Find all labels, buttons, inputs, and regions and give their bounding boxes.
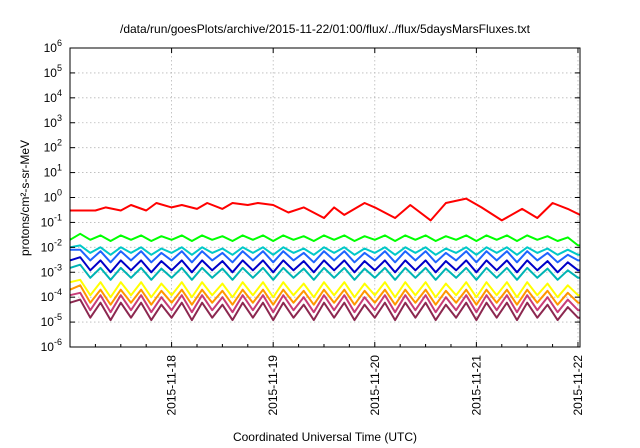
series-line-1 [70,197,581,222]
series-line-6 [69,263,580,281]
y-tick-label: 106 [44,38,62,55]
x-tick-label: 2015-11-19 [266,355,280,416]
chart-title: /data/run/goesPlots/archive/2015-11-22/0… [120,22,531,36]
series-line-5 [69,256,580,274]
series-group [69,197,581,322]
x-tick-label: 2015-11-20 [368,355,382,416]
x-axis-ticks: 2015-11-18 2015-11-19 2015-11-20 2015-11-21… [94,48,585,416]
x-tick-label: 2015-11-18 [165,355,179,416]
y-tick-label: 10-4 [41,287,62,304]
series-line-2 [69,232,580,247]
series-line-7 [69,278,580,299]
y-tick-label: 104 [44,88,62,105]
y-tick-label: 10-6 [41,337,62,354]
y-tick-label: 10-2 [41,237,62,254]
y-tick-label: 10-3 [41,262,62,279]
series-line-3 [69,244,580,256]
y-tick-label: 10-5 [41,312,62,329]
x-tick-label: 2015-11-21 [469,355,483,416]
series-line-10 [69,298,580,322]
y-tick-label: 10-1 [41,212,62,229]
x-tick-label: 2015-11-22 [571,355,585,416]
series-line-4 [70,248,580,264]
series-line-9 [69,291,580,314]
x-axis-label: Coordinated Universal Time (UTC) [233,430,417,444]
y-tick-label: 102 [44,138,62,155]
series-line-8 [69,284,580,306]
y-tick-label: 105 [44,63,62,80]
y-axis-label: protons/cm²-s-sr-MeV [18,140,32,256]
y-tick-label: 103 [44,113,62,130]
y-tick-label: 101 [44,163,62,180]
y-tick-label: 100 [44,188,62,205]
grid [70,47,580,348]
